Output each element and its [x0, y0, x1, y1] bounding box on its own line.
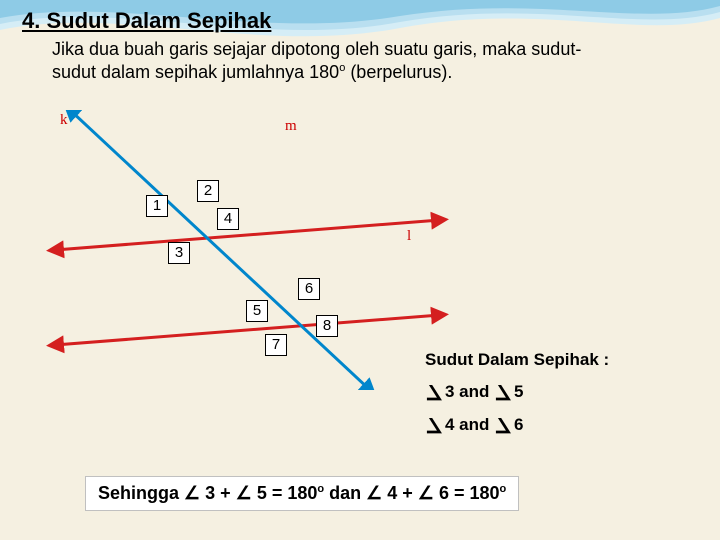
slide-body: Jika dua buah garis sejajar dipotong ole… [52, 38, 698, 83]
angle-8: 8 [316, 315, 338, 337]
angle-icon: ∠ [494, 414, 512, 439]
angle-icon: ∠ [425, 414, 443, 439]
angle-4: 4 [217, 208, 239, 230]
angle-1: 1 [146, 195, 168, 217]
angle-pair-1: ∠3 and ∠5 [425, 378, 609, 403]
angle-pair-2: ∠4 and ∠6 [425, 411, 609, 436]
label-k: k [60, 112, 68, 129]
angle-diagram: k m l 1 2 3 4 5 6 7 8 [40, 110, 460, 390]
angle-6: 6 [298, 278, 320, 300]
label-m: m [285, 118, 297, 135]
angle-icon: ∠ [494, 381, 512, 406]
slide-content: 4. Sudut Dalam Sepihak Jika dua buah gar… [22, 8, 698, 83]
angle-2: 2 [197, 180, 219, 202]
line-m [70, 110, 370, 390]
angle-5: 5 [246, 300, 268, 322]
angle-7: 7 [265, 334, 287, 356]
side-title: Sudut Dalam Sepihak : [425, 350, 609, 370]
label-l: l [407, 228, 411, 245]
slide-title: 4. Sudut Dalam Sepihak [22, 8, 698, 34]
angle-3: 3 [168, 242, 190, 264]
angle-icon: ∠ [425, 381, 443, 406]
side-panel: Sudut Dalam Sepihak : ∠3 and ∠5 ∠4 and ∠… [425, 350, 609, 436]
diagram-svg [40, 110, 460, 390]
conclusion-box: Sehingga ∠ 3 + ∠ 5 = 180o dan ∠ 4 + ∠ 6 … [85, 476, 519, 511]
line-k [55, 220, 440, 250]
